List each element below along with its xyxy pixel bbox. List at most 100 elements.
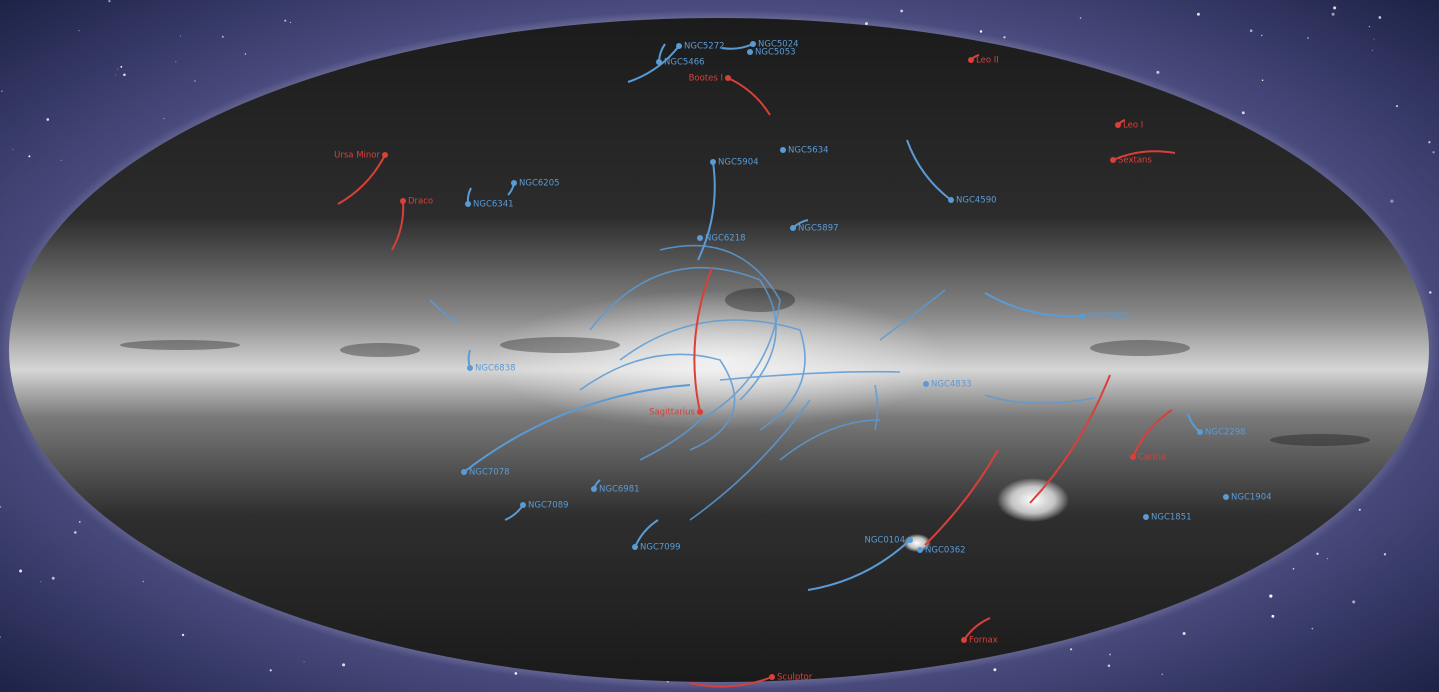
star: [303, 661, 305, 663]
star: [900, 9, 904, 13]
object-marker: [676, 43, 682, 49]
star: [1371, 49, 1374, 51]
star: [1107, 664, 1111, 667]
star: [1331, 12, 1335, 16]
star: [142, 580, 144, 583]
star: [1156, 70, 1160, 74]
object-label: NGC1851: [1151, 513, 1192, 523]
orbit: [924, 449, 999, 546]
object-marker: [591, 486, 597, 492]
object-label: Sculptor: [777, 673, 813, 683]
object-marker: [769, 674, 775, 680]
star: [12, 148, 14, 150]
central-orbits: [429, 244, 1096, 521]
object-marker: [1080, 313, 1086, 319]
orbit: [619, 319, 806, 431]
star: [1333, 6, 1337, 10]
star: [28, 155, 31, 158]
star: [181, 633, 185, 637]
star: [175, 61, 177, 63]
object-label: NGC5024: [758, 40, 799, 50]
object-label: NGC1904: [1231, 493, 1272, 503]
star: [1432, 151, 1435, 154]
object-marker: [710, 159, 716, 165]
orbit: [697, 161, 716, 261]
object-marker: [1110, 157, 1116, 163]
star: [120, 65, 123, 68]
orbit: [1132, 409, 1173, 458]
object-marker: [511, 180, 517, 186]
object-marker: [1223, 494, 1229, 500]
object-label: Sagittarius: [649, 408, 695, 418]
star: [221, 35, 224, 38]
object-marker: [780, 147, 786, 153]
star: [1261, 79, 1264, 81]
star: [1271, 614, 1275, 618]
object-label: NGC7099: [640, 543, 681, 553]
object-label: NGC5897: [798, 224, 839, 234]
orbit: [807, 539, 911, 591]
star: [1316, 552, 1319, 555]
orbit: [906, 139, 952, 201]
object-label: NGC3201: [1088, 312, 1129, 322]
object-label: NGC6218: [705, 234, 746, 244]
object-label: NGC4590: [956, 196, 997, 206]
star: [1070, 648, 1073, 651]
orbit: [879, 289, 946, 341]
star: [115, 74, 117, 76]
star: [1395, 105, 1398, 108]
object-marker: [697, 409, 703, 415]
star: [1261, 34, 1263, 37]
star: [78, 30, 80, 32]
object-label: Ursa Minor: [334, 151, 380, 161]
star: [1249, 29, 1253, 33]
star: [289, 21, 292, 24]
star: [1373, 38, 1375, 40]
object-marker: [461, 469, 467, 475]
star: [46, 118, 50, 121]
object-label: NGC6205: [519, 179, 560, 189]
object-label: Carina: [1138, 453, 1166, 463]
orbit: [779, 419, 881, 461]
object-marker: [1130, 454, 1136, 460]
object-label: NGC6981: [599, 485, 640, 495]
orbit: [429, 299, 461, 323]
object-marker: [1143, 514, 1149, 520]
star: [1161, 673, 1163, 675]
star: [163, 117, 165, 120]
orbit: [719, 370, 901, 381]
object-marker: [1115, 122, 1121, 128]
star: [1109, 653, 1112, 656]
orbit: [727, 77, 771, 116]
orbit: [659, 244, 781, 421]
star: [0, 505, 2, 508]
orbit: [689, 399, 811, 521]
object-label: NGC4833: [931, 380, 972, 390]
object-marker: [520, 502, 526, 508]
object-label: NGC0362: [925, 546, 966, 556]
object-label: Leo I: [1123, 121, 1143, 131]
object-label: NGC5634: [788, 146, 829, 156]
object-label: NGC6341: [473, 200, 514, 210]
object-marker: [632, 544, 638, 550]
object-marker: [917, 547, 923, 553]
orbit: [1112, 150, 1176, 161]
object-marker: [1197, 429, 1203, 435]
star: [244, 53, 247, 55]
orbit: [639, 419, 701, 461]
star: [1182, 631, 1186, 635]
orbit: [689, 676, 773, 688]
star: [1196, 12, 1200, 16]
star: [0, 636, 1, 638]
object-markers: NGC5272 NGC5024 NGC5466 NGC5053 NGC5904 NGC56…: [334, 40, 1272, 688]
star: [1368, 26, 1370, 28]
magellanic-orbits: [924, 374, 1111, 546]
star: [1326, 558, 1328, 560]
orbit: [1029, 374, 1111, 504]
orbit: [463, 384, 691, 473]
star: [1358, 508, 1361, 511]
orbit: [589, 266, 777, 401]
star: [60, 159, 62, 162]
